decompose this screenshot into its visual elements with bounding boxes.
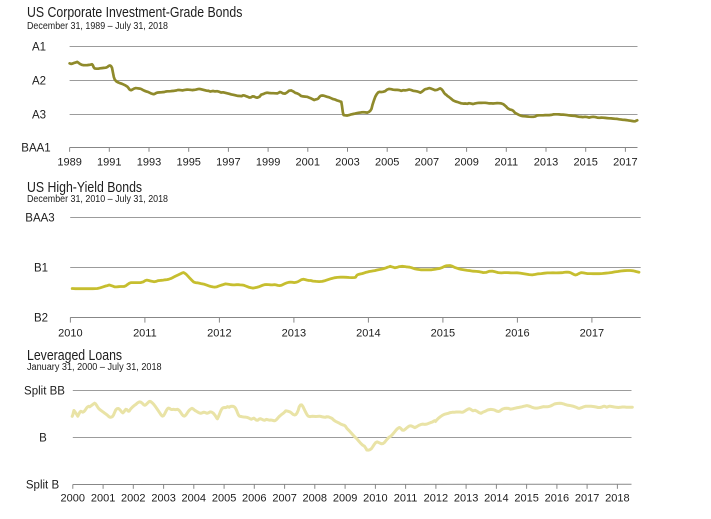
svg-text:1991: 1991: [97, 157, 121, 169]
svg-text:1989: 1989: [57, 157, 81, 169]
svg-text:1993: 1993: [137, 157, 161, 169]
svg-text:2011: 2011: [494, 157, 518, 169]
svg-text:2013: 2013: [454, 493, 478, 505]
svg-text:2011: 2011: [133, 328, 157, 340]
svg-text:2017: 2017: [580, 328, 604, 340]
svg-text:B: B: [39, 433, 47, 445]
svg-text:2003: 2003: [151, 493, 175, 505]
svg-text:2000: 2000: [61, 493, 85, 505]
svg-text:B2: B2: [34, 313, 48, 325]
svg-text:2016: 2016: [545, 493, 569, 505]
svg-text:2006: 2006: [242, 493, 266, 505]
svg-text:2004: 2004: [182, 493, 206, 505]
svg-text:2015: 2015: [514, 493, 538, 505]
svg-text:2017: 2017: [613, 157, 637, 169]
svg-text:2013: 2013: [534, 157, 558, 169]
svg-text:BAA3: BAA3: [25, 213, 54, 225]
svg-text:2012: 2012: [424, 493, 448, 505]
svg-text:2015: 2015: [573, 157, 597, 169]
svg-text:2002: 2002: [121, 493, 145, 505]
svg-text:2005: 2005: [375, 157, 399, 169]
svg-text:2001: 2001: [91, 493, 115, 505]
svg-text:2011: 2011: [394, 493, 418, 505]
svg-text:2013: 2013: [282, 328, 306, 340]
svg-text:2005: 2005: [212, 493, 236, 505]
svg-text:2010: 2010: [363, 493, 387, 505]
svg-text:B1: B1: [34, 263, 48, 275]
svg-text:2014: 2014: [356, 328, 380, 340]
svg-text:2001: 2001: [296, 157, 320, 169]
svg-text:2015: 2015: [431, 328, 455, 340]
svg-text:2017: 2017: [575, 493, 599, 505]
svg-text:2007: 2007: [272, 493, 296, 505]
svg-text:1995: 1995: [176, 157, 200, 169]
svg-text:2014: 2014: [484, 493, 508, 505]
svg-text:2008: 2008: [303, 493, 327, 505]
svg-text:BAA1: BAA1: [21, 143, 50, 155]
svg-text:1999: 1999: [256, 157, 280, 169]
svg-text:A2: A2: [32, 76, 46, 88]
svg-text:2007: 2007: [415, 157, 439, 169]
svg-text:Split BB: Split BB: [24, 386, 65, 398]
svg-text:2009: 2009: [454, 157, 478, 169]
svg-text:1997: 1997: [216, 157, 240, 169]
svg-text:2016: 2016: [505, 328, 529, 340]
svg-text:A1: A1: [32, 42, 46, 54]
svg-text:2003: 2003: [335, 157, 359, 169]
svg-text:2010: 2010: [58, 328, 82, 340]
svg-text:A3: A3: [32, 110, 46, 122]
svg-text:Split B: Split B: [26, 480, 60, 492]
svg-text:2018: 2018: [605, 493, 629, 505]
svg-text:2009: 2009: [333, 493, 357, 505]
svg-text:2012: 2012: [207, 328, 231, 340]
